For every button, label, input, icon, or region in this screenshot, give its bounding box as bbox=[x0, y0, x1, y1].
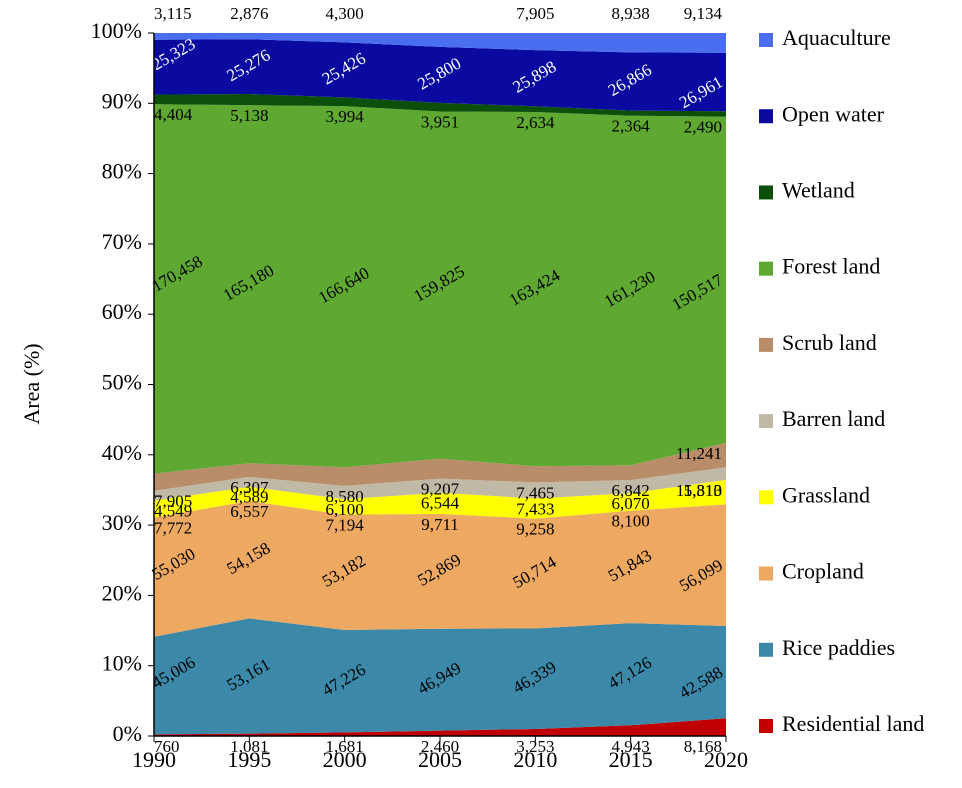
area bbox=[154, 718, 726, 736]
data-label: 3,951 bbox=[421, 112, 459, 131]
data-label: 4,943 bbox=[612, 737, 650, 756]
x-tick-label: 1995 bbox=[227, 747, 271, 772]
data-label: 7,465 bbox=[516, 483, 554, 502]
x-tick-label: 2020 bbox=[704, 747, 748, 772]
y-tick-label: 30% bbox=[102, 510, 142, 535]
y-tick-label: 20% bbox=[102, 580, 142, 605]
data-label: 2,634 bbox=[516, 113, 555, 132]
data-label: 9,258 bbox=[516, 519, 554, 538]
data-label: 6,557 bbox=[230, 502, 269, 521]
data-label: 7,772 bbox=[154, 518, 192, 537]
data-label: 2,364 bbox=[612, 117, 651, 136]
data-label: 3,115 bbox=[154, 4, 192, 23]
legend-label: Scrub land bbox=[782, 330, 877, 355]
area bbox=[154, 33, 726, 53]
y-tick-label: 100% bbox=[91, 18, 142, 43]
y-tick-label: 10% bbox=[102, 651, 142, 676]
legend-swatch bbox=[759, 185, 773, 200]
data-label: 5,810 bbox=[684, 481, 722, 500]
data-label: 4,549 bbox=[154, 502, 192, 521]
data-label: 4,404 bbox=[154, 105, 193, 124]
data-label: 6,100 bbox=[326, 500, 364, 519]
data-label: 3,994 bbox=[326, 107, 365, 126]
legend-label: Open water bbox=[782, 101, 885, 126]
data-label: 2,460 bbox=[421, 737, 459, 756]
data-label: 8,580 bbox=[326, 487, 364, 506]
legend-label: Cropland bbox=[782, 559, 864, 584]
area bbox=[154, 467, 726, 501]
data-label: 6,307 bbox=[230, 478, 269, 497]
legend-swatch bbox=[759, 414, 773, 429]
legend-label: Rice paddies bbox=[782, 635, 895, 660]
legend-swatch bbox=[759, 261, 773, 276]
data-label: 3,253 bbox=[516, 737, 554, 756]
legend-swatch bbox=[759, 490, 773, 505]
legend-label: Forest land bbox=[782, 254, 880, 279]
x-tick-label: 1990 bbox=[132, 747, 176, 772]
data-label: 8,100 bbox=[612, 512, 650, 531]
data-label: 7,905 bbox=[516, 4, 554, 23]
area bbox=[154, 94, 726, 117]
data-label: 9,711 bbox=[421, 515, 459, 534]
x-tick-label: 2000 bbox=[323, 747, 367, 772]
y-tick-label: 70% bbox=[102, 229, 142, 254]
data-label: 2,876 bbox=[230, 4, 268, 23]
legend-swatch bbox=[759, 566, 773, 581]
area bbox=[154, 442, 726, 491]
data-label: 4,589 bbox=[230, 488, 268, 507]
legend-swatch bbox=[759, 109, 773, 124]
area bbox=[154, 618, 726, 735]
y-tick-label: 40% bbox=[102, 440, 142, 465]
data-label: 1,681 bbox=[326, 737, 364, 756]
y-axis-label: Area (%) bbox=[19, 343, 44, 424]
legend-swatch bbox=[759, 719, 773, 733]
data-label: 9,134 bbox=[684, 4, 723, 23]
data-label: 7,433 bbox=[516, 499, 554, 518]
data-label: 7,194 bbox=[326, 516, 365, 535]
legend-label: Wetland bbox=[782, 177, 855, 202]
y-tick-label: 90% bbox=[102, 88, 142, 113]
x-tick-label: 2015 bbox=[609, 747, 653, 772]
data-label: 6,544 bbox=[421, 494, 460, 513]
data-label: 4,300 bbox=[326, 4, 364, 23]
area bbox=[154, 501, 726, 637]
data-label: 8,168 bbox=[684, 737, 722, 756]
data-label: 6,070 bbox=[612, 494, 650, 513]
data-label: 7,905 bbox=[154, 492, 192, 511]
x-tick-label: 2010 bbox=[513, 747, 557, 772]
y-tick-label: 0% bbox=[113, 721, 142, 746]
x-tick-label: 2005 bbox=[418, 747, 462, 772]
legend-label: Residential land bbox=[782, 711, 924, 736]
y-tick-label: 50% bbox=[102, 370, 142, 395]
area bbox=[154, 39, 726, 112]
data-label: 6,842 bbox=[612, 481, 650, 500]
y-tick-label: 80% bbox=[102, 159, 142, 184]
legend-label: Grassland bbox=[782, 482, 870, 507]
legend-swatch bbox=[759, 337, 773, 352]
area bbox=[154, 104, 726, 474]
y-tick-label: 60% bbox=[102, 299, 142, 324]
data-label: 1,081 bbox=[230, 737, 268, 756]
data-label: 8,938 bbox=[612, 4, 650, 23]
area bbox=[154, 479, 726, 519]
data-label: 760 bbox=[154, 737, 180, 756]
legend-swatch bbox=[759, 33, 773, 47]
data-label: 9,207 bbox=[421, 479, 460, 498]
data-label: 5,138 bbox=[230, 106, 268, 125]
data-label: 2,490 bbox=[684, 118, 722, 137]
data-label: 11,313 bbox=[676, 481, 722, 500]
legend-swatch bbox=[759, 642, 773, 657]
legend-label: Aquaculture bbox=[782, 25, 891, 50]
legend-label: Barren land bbox=[782, 406, 885, 431]
data-label: 11,241 bbox=[676, 444, 722, 463]
